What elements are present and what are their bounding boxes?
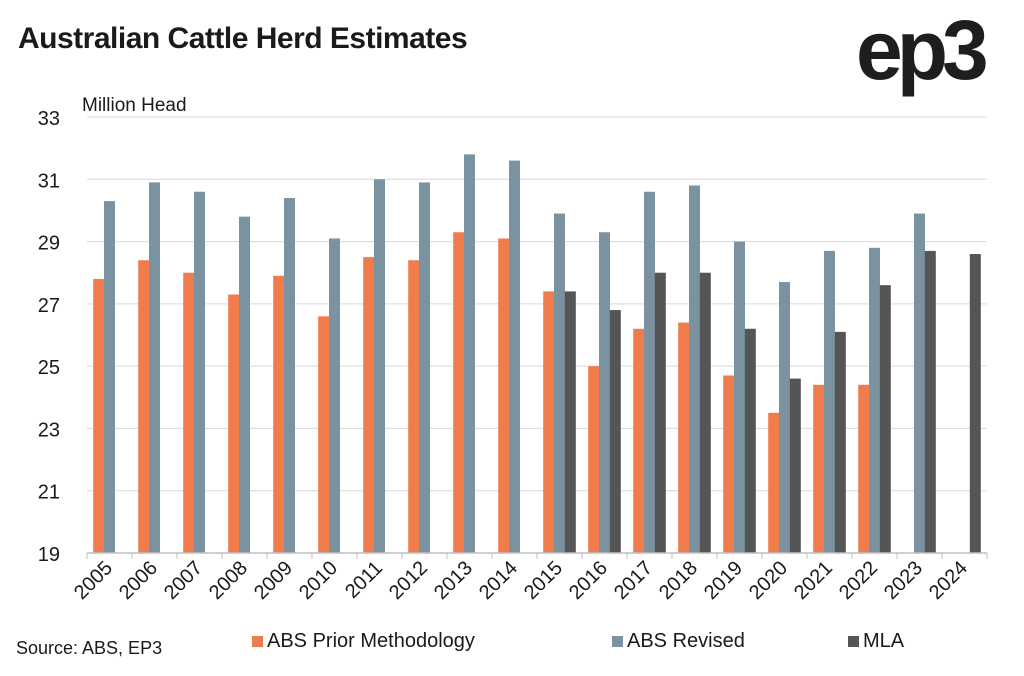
bar-mla-2022 (879, 285, 891, 553)
bar-revised-2015 (554, 213, 565, 554)
bar-prior-2007 (183, 272, 195, 553)
x-tick-label: 2008 (205, 557, 252, 604)
bar-revised-2021 (824, 250, 835, 553)
bar-revised-2017 (644, 191, 655, 553)
bar-mla-2024 (969, 254, 981, 553)
y-tick-label: 21 (38, 482, 60, 504)
bar-prior-2010 (318, 316, 330, 553)
y-tick-label: 33 (38, 108, 60, 130)
bar-mla-2019 (744, 328, 756, 553)
bar-chart: 19 21 23 25 27 29 31 33 200520062007200820092010… (38, 95, 988, 604)
x-tick-label: 2018 (655, 557, 702, 604)
bar-prior-2006 (138, 260, 150, 553)
bar-mla-2017 (654, 272, 666, 553)
bar-prior-2016 (588, 366, 600, 553)
x-tick-label: 2020 (745, 557, 792, 604)
bar-revised-2023 (914, 213, 925, 554)
legend-item-prior: ABS Prior Methodology (252, 630, 475, 653)
x-tick-label: 2015 (520, 557, 567, 604)
y-tick-label: 19 (38, 544, 60, 566)
x-tick-label: 2011 (341, 557, 387, 603)
legend-item-revised: ABS Revised (612, 630, 745, 653)
bar-revised-2008 (239, 216, 250, 553)
bar-revised-2019 (734, 241, 745, 554)
legend-item-mla: MLA (848, 630, 904, 653)
x-tick-label: 2010 (295, 557, 342, 604)
bar-revised-2020 (779, 282, 790, 553)
x-tick-label: 2012 (385, 557, 432, 604)
legend: ABS Prior Methodology ABS Revised MLA (0, 630, 1024, 656)
x-tick-label: 2005 (70, 557, 117, 604)
bars (93, 154, 981, 554)
x-tick-label: 2024 (925, 557, 972, 604)
x-tick-label: 2013 (430, 557, 477, 604)
x-tick-label: 2023 (880, 557, 927, 604)
bar-revised-2009 (284, 197, 295, 553)
legend-label-revised: ABS Revised (627, 630, 745, 652)
x-tick-label: 2016 (565, 557, 612, 604)
bar-prior-2017 (633, 328, 645, 553)
x-tick-label: 2014 (475, 557, 522, 604)
bar-mla-2015 (564, 291, 576, 553)
bar-revised-2013 (464, 154, 475, 553)
bar-mla-2021 (834, 331, 846, 553)
legend-swatch-mla (848, 636, 859, 647)
x-tick-label: 2007 (160, 557, 207, 604)
bar-mla-2016 (609, 310, 621, 553)
bar-revised-2012 (419, 182, 430, 553)
bar-revised-2010 (329, 238, 340, 553)
bar-prior-2019 (723, 375, 735, 553)
bar-revised-2014 (509, 160, 520, 553)
x-tick-label: 2022 (835, 557, 882, 604)
bar-prior-2011 (363, 257, 375, 553)
ep3-logo: ep3 (856, 3, 989, 97)
bar-prior-2020 (768, 412, 780, 553)
bar-prior-2021 (813, 384, 825, 553)
chart-title: Australian Cattle Herd Estimates (18, 22, 468, 55)
bar-prior-2005 (93, 278, 105, 553)
x-tick-label: 2017 (610, 557, 657, 604)
x-tick-label: 2019 (700, 557, 747, 604)
bar-mla-2023 (924, 250, 936, 553)
bar-revised-2011 (374, 179, 385, 554)
bar-prior-2022 (858, 384, 870, 553)
bar-revised-2007 (194, 191, 205, 553)
bar-prior-2012 (408, 260, 420, 553)
bar-mla-2018 (699, 272, 711, 553)
grid-lines (87, 116, 987, 492)
y-tick-label: 25 (38, 357, 60, 379)
bar-prior-2015 (543, 291, 555, 553)
bar-prior-2009 (273, 275, 285, 553)
x-tick-label: 2006 (115, 557, 162, 604)
bar-revised-2006 (149, 182, 160, 553)
bar-prior-2018 (678, 322, 690, 553)
legend-swatch-prior (252, 636, 263, 647)
bar-prior-2013 (453, 232, 465, 553)
legend-swatch-revised (612, 636, 623, 647)
y-tick-label: 31 (38, 170, 60, 192)
x-tick-label: 2021 (790, 557, 837, 604)
x-tick-label: 2009 (250, 557, 297, 604)
bar-revised-2016 (599, 232, 610, 553)
bar-revised-2005 (104, 201, 115, 554)
legend-label-mla: MLA (863, 630, 905, 652)
bar-prior-2008 (228, 294, 240, 553)
bar-prior-2014 (498, 238, 510, 553)
y-axis-label: Million Head (82, 95, 187, 116)
y-tick-label: 23 (38, 419, 60, 441)
bar-revised-2022 (869, 247, 880, 554)
y-tick-label: 27 (38, 295, 60, 317)
bar-mla-2020 (789, 378, 801, 553)
bar-revised-2018 (689, 185, 700, 553)
legend-label-prior: ABS Prior Methodology (267, 630, 475, 652)
y-tick-label: 29 (38, 233, 60, 255)
source-note: Source: ABS, EP3 (16, 638, 163, 658)
